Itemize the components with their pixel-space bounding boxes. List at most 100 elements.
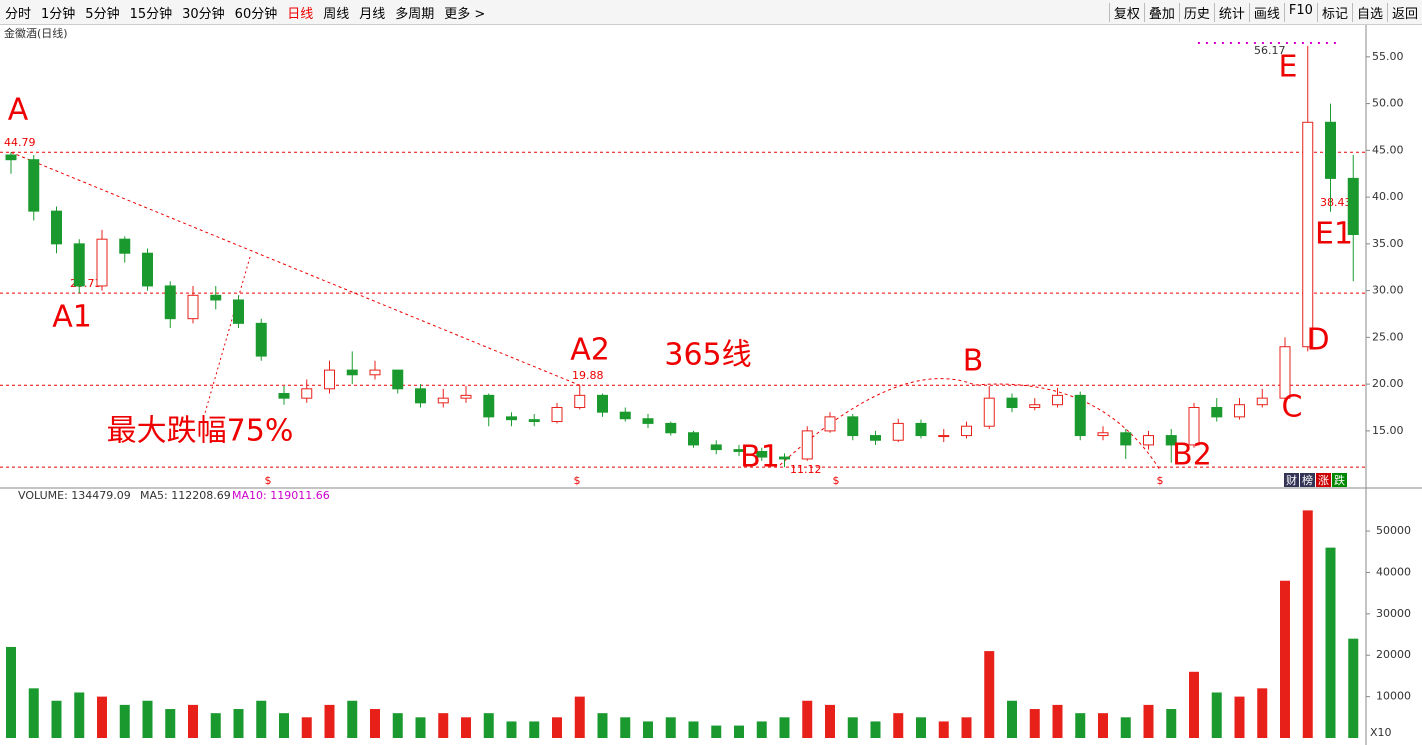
y-tick-label: 25.00 <box>1372 330 1404 343</box>
period-tab[interactable]: 日线 <box>287 6 314 22</box>
volume-bar <box>1075 713 1086 738</box>
candle-body <box>961 425 972 437</box>
volume-bar <box>597 713 608 738</box>
chart: 金徽酒(日线) 15.00 20.00 25.00 30.00 35.00 40.00 45.… <box>0 25 1422 745</box>
volume-bar <box>279 713 289 738</box>
tool-button[interactable]: 统计 <box>1213 2 1249 22</box>
period-tab[interactable]: 更多 > <box>444 6 486 22</box>
candle-body <box>597 394 608 413</box>
volume-bar <box>392 713 403 738</box>
tool-button[interactable]: 复权 <box>1108 2 1144 22</box>
period-tab[interactable]: 1分钟 <box>41 6 76 22</box>
y-tick-label: 30000 <box>1376 607 1411 620</box>
candle-body <box>415 388 426 404</box>
event-marker: $ <box>265 474 272 487</box>
legend-item: MA10: 119011.66 <box>232 489 330 502</box>
candle-body <box>255 322 267 357</box>
volume-bar <box>6 646 16 738</box>
badge <box>1316 473 1331 487</box>
tool-button[interactable]: 历史 <box>1178 2 1214 22</box>
y-tick-label: 15.00 <box>1372 424 1404 437</box>
annotation: A2 <box>570 333 610 368</box>
candle-body <box>801 430 813 460</box>
candle-body <box>1074 394 1086 437</box>
period-tab[interactable]: 分时 <box>5 6 32 22</box>
candle-body <box>51 210 62 245</box>
volume-bar <box>1280 580 1290 738</box>
candle-body <box>142 252 153 287</box>
annotation: B <box>963 344 984 379</box>
tool-button[interactable]: 自选 <box>1351 2 1387 22</box>
candle-body <box>346 369 358 376</box>
annotation: E1 <box>1315 217 1353 252</box>
volume-bar <box>233 709 244 738</box>
candle-body <box>1120 432 1132 446</box>
volume-bar <box>734 725 744 738</box>
volume-bar <box>74 692 85 738</box>
volume-bar <box>438 713 449 738</box>
volume-bar <box>643 721 653 738</box>
badge <box>1332 473 1347 487</box>
tool-button[interactable]: F10 <box>1283 2 1317 22</box>
volume-bar <box>1143 704 1154 738</box>
candle-body <box>915 422 927 437</box>
tool-button[interactable]: 叠加 <box>1143 2 1179 22</box>
y-tick-label: 20000 <box>1376 648 1411 661</box>
candle-body <box>1302 121 1314 348</box>
volume-bar <box>97 696 107 738</box>
annotation: A <box>8 93 29 128</box>
y-tick-label: 40.00 <box>1372 190 1404 203</box>
candle-body <box>392 369 404 390</box>
candle-body <box>28 159 40 212</box>
candle-body <box>460 394 472 399</box>
volume-bar <box>370 709 380 738</box>
candle-body <box>665 422 677 434</box>
volume-title: VOLUME: 134479.09 <box>18 489 131 502</box>
period-tab[interactable]: 月线 <box>359 6 386 22</box>
volume-bar <box>1189 671 1199 738</box>
period-tab[interactable]: 周线 <box>323 6 350 22</box>
y-tick-label: 50000 <box>1376 524 1411 537</box>
candle-body <box>619 411 631 420</box>
candle-body <box>1188 407 1200 446</box>
candle-body <box>733 449 745 452</box>
annotation: 最大跌幅75% <box>107 414 294 449</box>
volume-bar <box>483 713 494 738</box>
y-tick-label: 45.00 <box>1372 143 1404 156</box>
period-tab[interactable]: 30分钟 <box>182 6 225 22</box>
candle-body <box>187 294 199 320</box>
y-tick-label: 35.00 <box>1372 237 1404 250</box>
candle-body <box>1006 397 1018 409</box>
candle-body <box>779 456 790 460</box>
candle-body <box>528 419 540 423</box>
annotation: B1 <box>740 440 780 475</box>
tool-button[interactable]: 画线 <box>1248 2 1284 22</box>
candle-body <box>756 450 768 458</box>
period-tab[interactable]: 多周期 <box>395 6 435 22</box>
candle-body <box>574 394 586 409</box>
candle-body <box>551 407 563 423</box>
candle-body <box>1256 397 1268 406</box>
badge <box>1300 473 1315 487</box>
candle-body <box>710 444 722 451</box>
candle-body <box>96 238 108 287</box>
volume-bar <box>870 721 881 738</box>
candle-body <box>1029 404 1041 409</box>
candle-body <box>73 243 85 287</box>
volume-bar <box>324 704 335 738</box>
period-tabs: 分时 1分钟 5分钟 15分钟 30分钟 60分钟 日线 周线 月线 多周期 更多 > <box>0 3 1109 22</box>
tool-button[interactable]: 标记 <box>1316 2 1352 22</box>
y-tick-label: 40000 <box>1376 565 1411 578</box>
candle-body <box>1097 432 1109 437</box>
period-tab[interactable]: 5分钟 <box>85 6 120 22</box>
candle-body <box>210 294 222 301</box>
volume-bar <box>938 721 949 738</box>
period-tab[interactable]: 15分钟 <box>129 6 173 22</box>
tool-button[interactable]: 返回 <box>1386 2 1422 22</box>
event-marker: $ <box>833 474 840 487</box>
candle-body <box>506 416 517 421</box>
volume-bar <box>1052 704 1063 738</box>
period-tab[interactable]: 60分钟 <box>234 6 278 22</box>
volume-bar <box>961 717 972 738</box>
